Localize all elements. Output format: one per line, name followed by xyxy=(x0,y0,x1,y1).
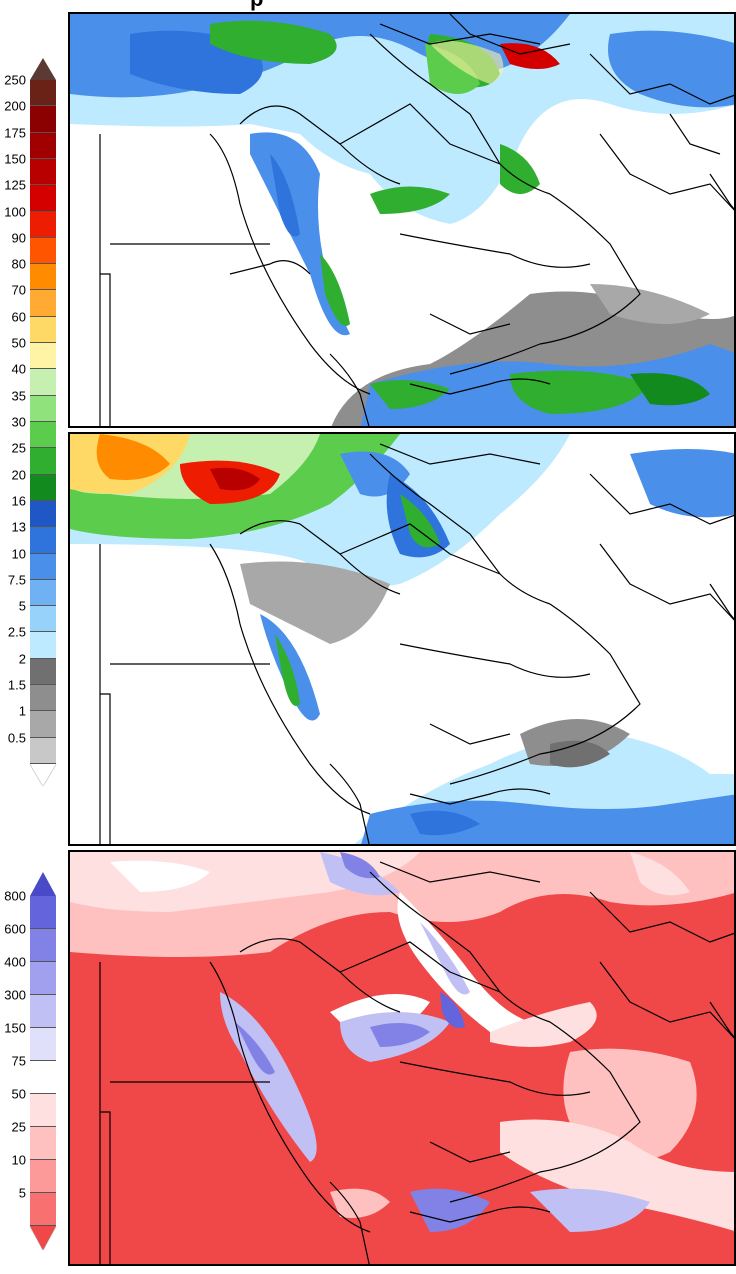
precip-colorbar-label: 7.5 xyxy=(7,572,26,588)
precip-colorbar-label: 1 xyxy=(18,703,26,719)
precip-colorbar-segment xyxy=(30,369,56,396)
precip-colorbar-segment xyxy=(30,395,56,422)
percent-colorbar-segment xyxy=(30,1193,56,1226)
percent-colorbar-label: 800 xyxy=(4,888,26,904)
percent-colorbar-label: 75 xyxy=(11,1053,26,1069)
precip-colorbar-label: 16 xyxy=(11,493,26,509)
precip-colorbar-label: 10 xyxy=(11,546,26,562)
precip-colorbar-segment xyxy=(30,237,56,265)
precip-colorbar-label: 100 xyxy=(4,204,26,220)
precip-colorbar-label: 20 xyxy=(11,467,26,483)
precip-colorbar-label: 35 xyxy=(11,388,26,404)
precip-colorbar-segment xyxy=(30,185,56,212)
precip-colorbar-label: 2.5 xyxy=(7,624,26,640)
percent-colorbar-segment xyxy=(30,962,56,995)
percent-colorbar-label: 400 xyxy=(4,954,26,970)
precip-colorbar-segment xyxy=(30,132,56,159)
precip-colorbar-segment xyxy=(30,80,56,107)
precip-colorbar-label: 1.5 xyxy=(7,677,26,693)
precip-colorbar-segment xyxy=(30,658,56,686)
percent-colorbar-label: 600 xyxy=(4,921,26,937)
precip-colorbar-segment xyxy=(30,711,56,738)
precip-colorbar-segment xyxy=(30,685,56,712)
precip-map-panel-middle xyxy=(68,432,736,846)
precip-colorbar-label: 250 xyxy=(4,72,26,88)
precip-colorbar-top-arrow xyxy=(30,58,56,80)
precip-colorbar-segment xyxy=(30,527,56,554)
precip-colorbar-label: 25 xyxy=(11,440,26,456)
percent-colorbar-label: 25 xyxy=(11,1119,26,1135)
precip-colorbar-segment xyxy=(30,158,56,186)
precip-colorbar-segment xyxy=(30,422,56,449)
percent-colorbar-segment xyxy=(30,1061,56,1094)
percent-colorbar-segment xyxy=(30,896,56,929)
precip-colorbar-bottom-arrow xyxy=(30,764,56,786)
percent-colorbar-label: 10 xyxy=(11,1152,26,1168)
percent-colorbar-label: 50 xyxy=(11,1086,26,1102)
percent-colorbar-segment xyxy=(30,1160,56,1193)
percent-colorbar-label: 150 xyxy=(4,1020,26,1036)
percent-colorbar-segment xyxy=(30,929,56,962)
percent-colorbar-bottom-arrow xyxy=(30,1226,56,1250)
precip-colorbar-label: 0.5 xyxy=(7,730,26,746)
precip-colorbar-label: 5 xyxy=(18,598,26,614)
percent-colorbar: 800 600 400 300 150 75 50 25 10 5 xyxy=(4,872,56,1250)
precip-colorbar-label: 90 xyxy=(11,230,26,246)
precip-colorbar-segment xyxy=(30,106,56,133)
percent-colorbar-top-arrow xyxy=(30,872,56,896)
map-title: p xyxy=(250,0,263,12)
precip-colorbar-label: 2 xyxy=(18,651,26,667)
precip-colorbar-segment xyxy=(30,448,56,475)
precip-colorbar-segment xyxy=(30,632,56,659)
percent-colorbar-segment xyxy=(30,1028,56,1061)
precip-colorbar-segment xyxy=(30,606,56,633)
precip-colorbar-label: 13 xyxy=(11,519,26,535)
precip-colorbar-segment xyxy=(30,553,56,580)
precip-colorbar-label: 50 xyxy=(11,335,26,351)
precip-colorbar-label: 40 xyxy=(11,361,26,377)
precip-colorbar-segment xyxy=(30,500,56,528)
precip-colorbar-segment xyxy=(30,343,56,370)
precip-colorbar-segment xyxy=(30,264,56,291)
precip-colorbar-segment xyxy=(30,474,56,501)
precip-colorbar-label: 175 xyxy=(4,125,26,141)
precip-colorbar-segment xyxy=(30,211,56,238)
precip-colorbar-segment xyxy=(30,316,56,344)
precip-colorbar-segment xyxy=(30,579,56,607)
precip-colorbar-label: 70 xyxy=(11,282,26,298)
precip-map-top-svg xyxy=(70,14,734,426)
percent-map-bottom-svg xyxy=(70,852,734,1264)
precip-colorbar-label: 200 xyxy=(4,98,26,114)
percent-colorbar-segment xyxy=(30,1127,56,1160)
precip-colorbar-label: 30 xyxy=(11,414,26,430)
precip-colorbar: 250 200 175 150 125 100 90 80 70 60 50 40 35 30 25 20 16… xyxy=(4,58,56,786)
precip-colorbar-label: 80 xyxy=(11,256,26,272)
precip-map-middle-svg xyxy=(70,434,734,844)
precip-colorbar-label: 150 xyxy=(4,151,26,167)
precip-map-panel-top xyxy=(68,12,736,428)
percent-colorbar-segment xyxy=(30,1094,56,1127)
precip-colorbar-segment xyxy=(30,290,56,317)
precip-colorbar-segment xyxy=(30,737,56,764)
percent-colorbar-segment xyxy=(30,995,56,1028)
percent-colorbar-label: 5 xyxy=(18,1185,26,1201)
precip-colorbar-label: 60 xyxy=(11,309,26,325)
precip-colorbar-label: 125 xyxy=(4,177,26,193)
percent-map-panel-bottom xyxy=(68,850,736,1266)
percent-colorbar-label: 300 xyxy=(4,987,26,1003)
